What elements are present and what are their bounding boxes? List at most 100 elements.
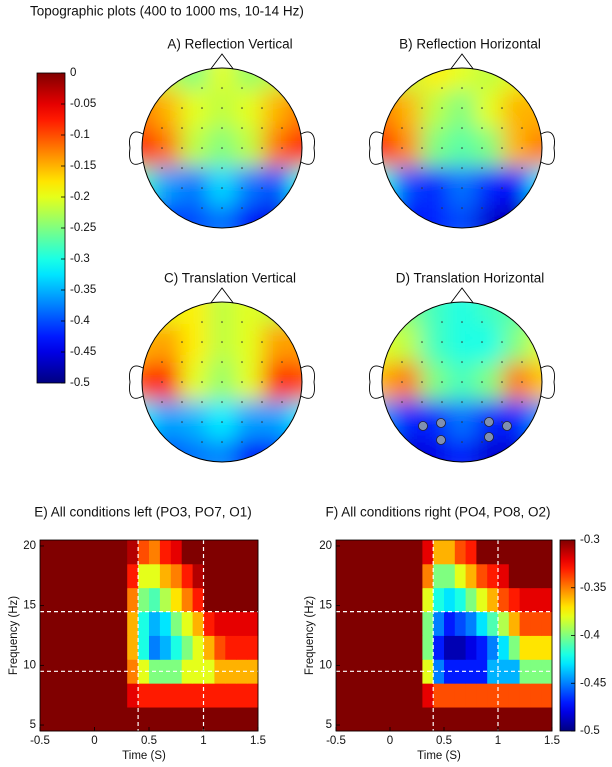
heatmap-cell bbox=[149, 587, 161, 613]
heatmap-cell bbox=[159, 659, 172, 684]
topomap-cell bbox=[420, 302, 449, 325]
heatmap-cell bbox=[192, 707, 204, 732]
heatmap-cell bbox=[487, 683, 499, 708]
heatmap-cell bbox=[433, 683, 445, 708]
topomap-cell bbox=[502, 89, 532, 130]
heatmap-cell bbox=[83, 635, 95, 660]
heatmap-cell bbox=[192, 611, 204, 636]
electrode bbox=[161, 147, 163, 149]
heatmap-cell bbox=[433, 540, 445, 565]
heatmap-cell bbox=[476, 707, 488, 732]
topomap-cell bbox=[180, 400, 209, 441]
topomap-cell bbox=[262, 400, 292, 441]
heatmap-cell bbox=[454, 540, 466, 565]
electrode bbox=[521, 167, 523, 169]
heatmap-cell bbox=[236, 635, 248, 660]
topomap-cell bbox=[152, 205, 182, 228]
topomap-cell bbox=[142, 400, 154, 441]
heatmap-cell bbox=[390, 635, 402, 660]
heatmap-cell bbox=[422, 707, 434, 732]
topomap-cell bbox=[530, 400, 542, 441]
colorbar-tick-label: -0.3 bbox=[70, 253, 90, 265]
electrode bbox=[421, 361, 423, 363]
heatmap bbox=[40, 540, 259, 732]
topomap-cell bbox=[235, 205, 264, 228]
heatmap-cell bbox=[444, 683, 456, 708]
heatmap-cell bbox=[127, 587, 139, 613]
y-tick-label: 10 bbox=[23, 659, 36, 671]
electrode bbox=[481, 361, 483, 363]
electrode bbox=[461, 321, 463, 323]
heatmap-cell bbox=[541, 587, 553, 613]
topomap-cell bbox=[142, 323, 154, 364]
heatmap-cell bbox=[105, 635, 117, 660]
topomap-cell bbox=[207, 400, 237, 441]
heatmap-cell bbox=[487, 707, 499, 732]
colorbar-tick-label: -0.35 bbox=[580, 582, 606, 594]
colorbar bbox=[36, 72, 66, 384]
heatmap-cell bbox=[170, 635, 183, 660]
electrode bbox=[501, 127, 503, 129]
heatmap-cell bbox=[357, 659, 369, 684]
heatmap-cell bbox=[40, 563, 52, 589]
heatmap-cell bbox=[105, 563, 117, 589]
heatmap-cell bbox=[127, 611, 139, 636]
heatmap-cell bbox=[94, 635, 106, 660]
topomap-cell bbox=[447, 89, 477, 130]
head-ear bbox=[369, 365, 384, 399]
topomap-cell bbox=[392, 128, 422, 168]
electrode bbox=[241, 401, 243, 403]
heatmap-cell bbox=[181, 540, 193, 565]
head-ear bbox=[540, 131, 555, 165]
heatmap-cell bbox=[444, 587, 456, 613]
heatmap-cell bbox=[94, 540, 106, 565]
heatmap-cell bbox=[336, 683, 348, 708]
electrode bbox=[261, 167, 263, 169]
electrode bbox=[461, 147, 463, 149]
colorbar-tick-label: -0.35 bbox=[70, 284, 96, 296]
head-nose bbox=[449, 287, 475, 305]
y-tick-label: 15 bbox=[319, 600, 332, 612]
heatmap-cell bbox=[94, 659, 106, 684]
heatmap-cell bbox=[444, 707, 456, 732]
electrode bbox=[181, 361, 183, 363]
heatmap-cell bbox=[181, 563, 193, 589]
heatmap-cell bbox=[400, 611, 412, 636]
electrode bbox=[201, 187, 203, 189]
heatmap-cell bbox=[61, 683, 74, 708]
panel-title: E) All conditions left (PO3, PO7, O1) bbox=[34, 505, 252, 520]
heatmap-cell bbox=[411, 707, 423, 732]
heatmap-cell bbox=[116, 659, 128, 684]
electrode bbox=[481, 207, 483, 209]
heatmap-cell bbox=[498, 611, 510, 636]
electrode bbox=[281, 381, 283, 383]
topomap-cell bbox=[235, 323, 264, 364]
electrode bbox=[441, 107, 443, 109]
topomap-cell bbox=[290, 205, 302, 228]
topomap-cell bbox=[142, 205, 154, 228]
topomap-cell bbox=[235, 302, 264, 325]
electrode bbox=[261, 341, 263, 343]
topomap-cell bbox=[447, 400, 477, 441]
topomap-cell bbox=[502, 400, 532, 441]
heatmap-cell bbox=[247, 635, 259, 660]
heatmap-cell bbox=[94, 683, 106, 708]
heatmap-cell bbox=[247, 707, 259, 732]
heatmap-cell bbox=[379, 611, 391, 636]
topomap-cell bbox=[502, 205, 532, 228]
heatmap-cell bbox=[476, 635, 488, 660]
heatmap-cell bbox=[422, 563, 434, 589]
heatmap-cell bbox=[138, 659, 150, 684]
topomap-cell bbox=[382, 302, 394, 325]
heatmap-cell bbox=[444, 563, 456, 589]
head-ear bbox=[540, 365, 555, 399]
heatmap-cell bbox=[346, 635, 358, 660]
heatmap-cell bbox=[170, 563, 183, 589]
electrode bbox=[161, 167, 163, 169]
heatmap-cell bbox=[105, 707, 117, 732]
heatmap-cell bbox=[433, 707, 445, 732]
topomap-cell bbox=[262, 439, 292, 462]
heatmap-cell bbox=[138, 587, 150, 613]
heatmap-cell bbox=[498, 707, 510, 732]
electrode bbox=[481, 381, 483, 383]
